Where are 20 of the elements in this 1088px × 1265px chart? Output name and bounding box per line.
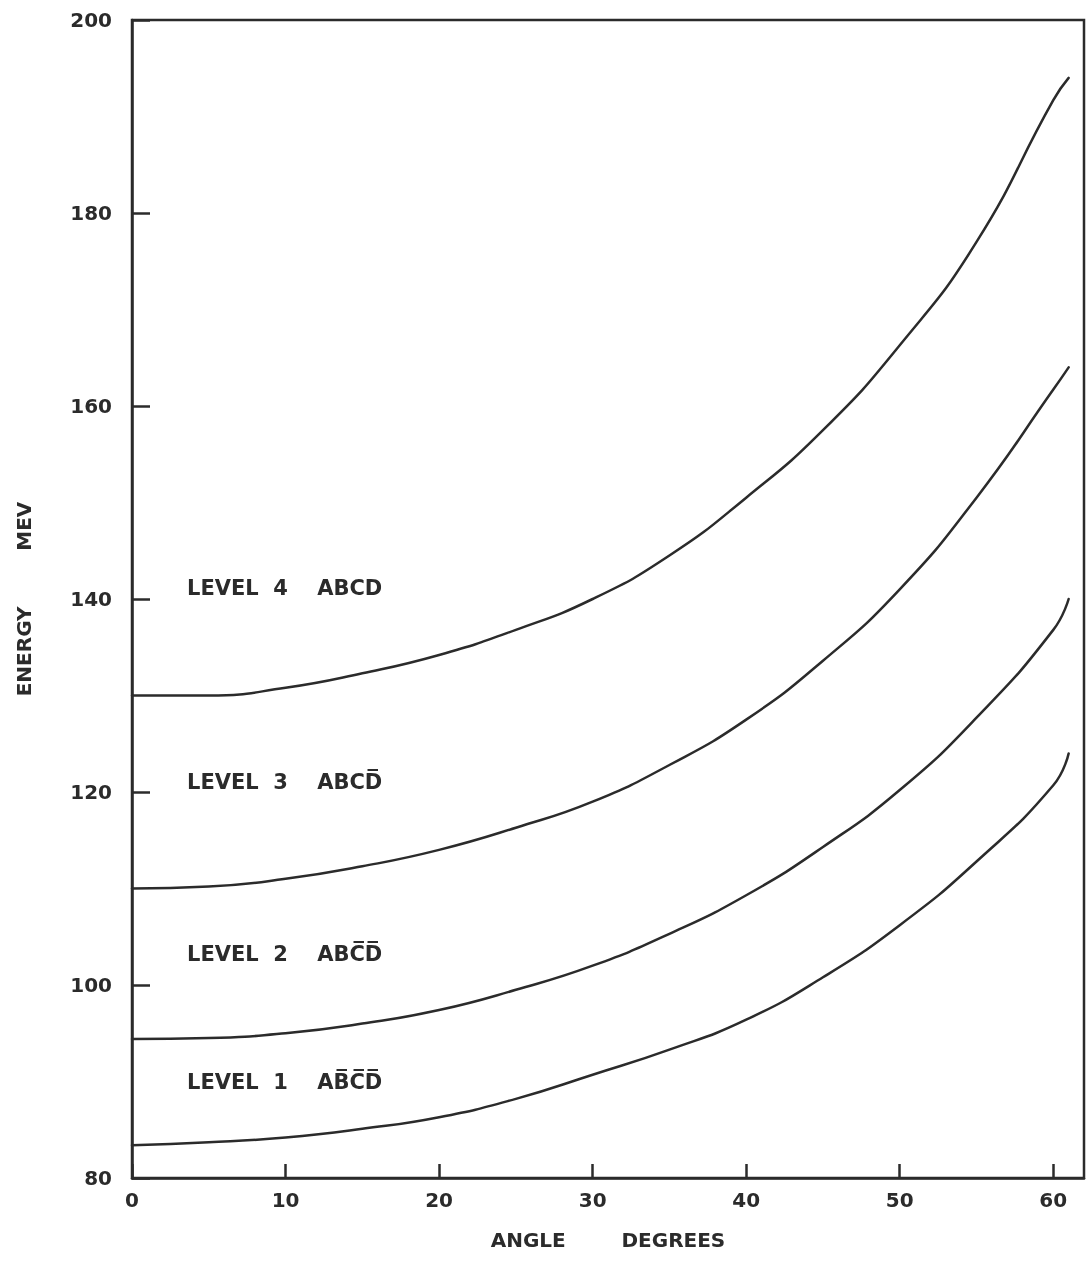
y-tick-label: 120 — [70, 780, 112, 804]
x-tick-label: 50 — [885, 1188, 914, 1212]
y-tick-label: 180 — [70, 201, 112, 225]
x-tick-label: 20 — [425, 1188, 454, 1212]
y-axis-title: ENERGY MEV — [12, 501, 36, 697]
x-tick-label: 0 — [125, 1188, 139, 1212]
y-tick-label: 160 — [70, 394, 112, 418]
x-tick-label: 10 — [271, 1188, 300, 1212]
y-tick-label: 80 — [84, 1166, 112, 1190]
y-tick-label: 200 — [70, 8, 112, 32]
annotation: LEVEL 2 ABC̅D̅ — [187, 940, 383, 966]
annotation: LEVEL 4 ABCD — [187, 575, 383, 600]
y-tick-label: 100 — [70, 973, 112, 997]
x-axis-title: ANGLE DEGREES — [490, 1228, 726, 1252]
x-tick-label: 60 — [1039, 1188, 1068, 1212]
annotation: LEVEL 1 AB̅C̅D̅ — [187, 1069, 383, 1095]
x-tick-label: 40 — [732, 1188, 761, 1212]
annotation: LEVEL 3 ABCD̅ — [187, 769, 383, 794]
x-tick-label: 30 — [578, 1188, 607, 1212]
y-tick-label: 140 — [70, 587, 112, 611]
